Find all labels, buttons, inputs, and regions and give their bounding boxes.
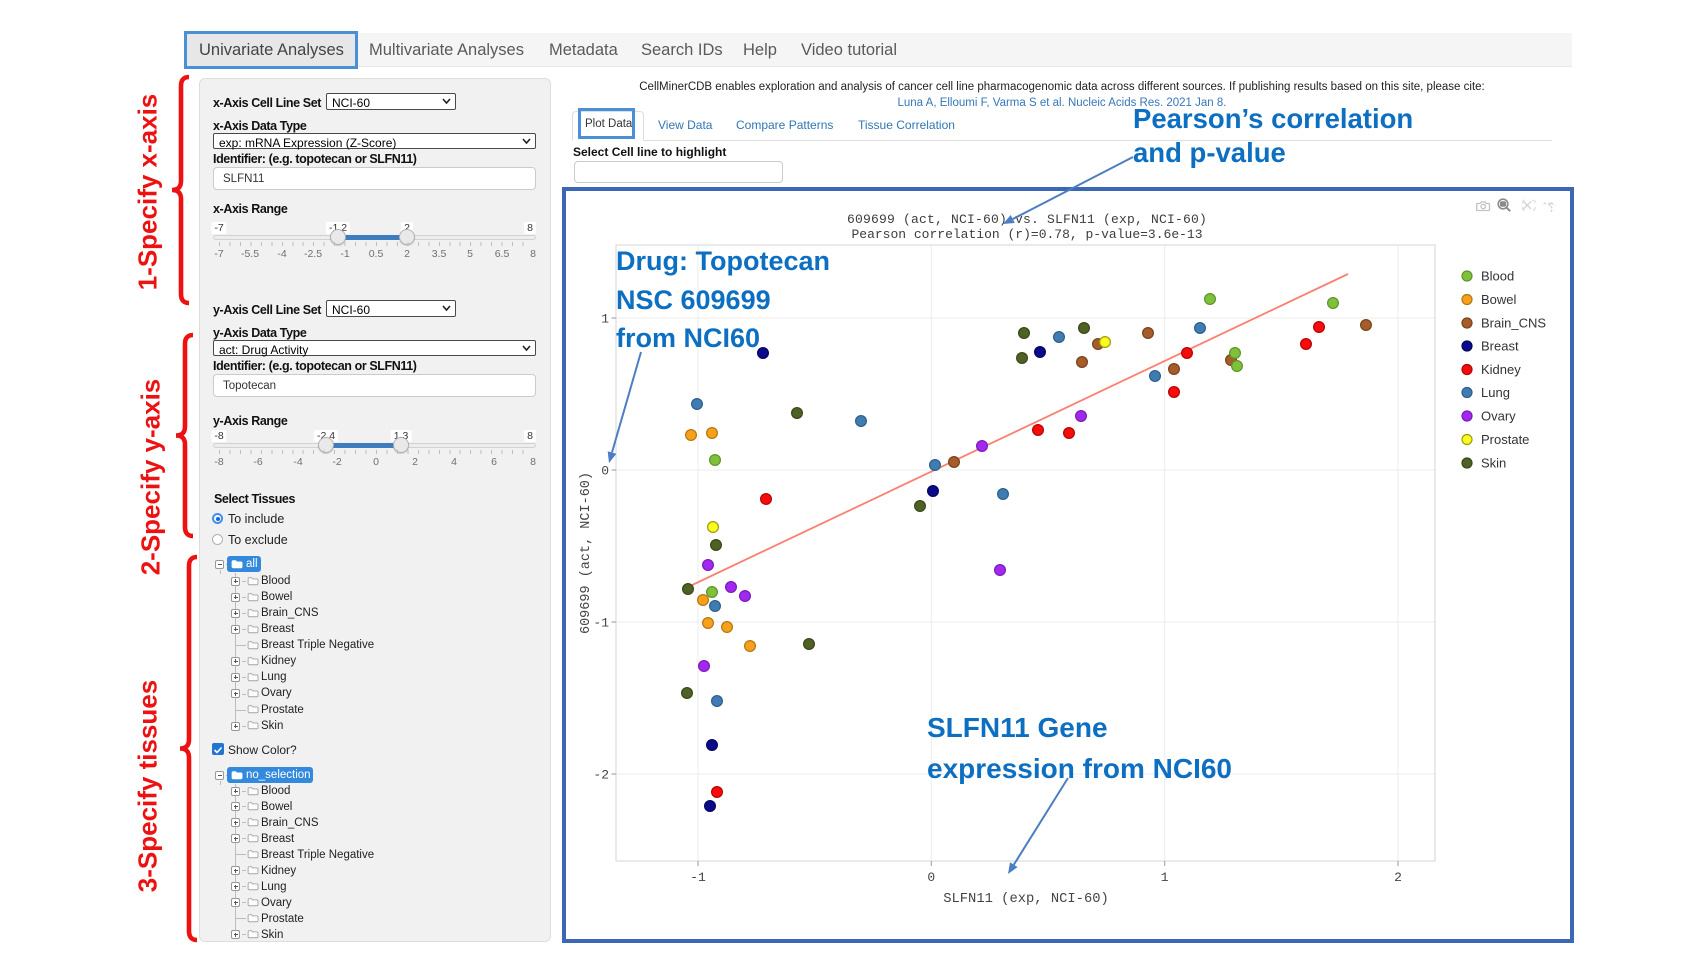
svg-text:Skin: Skin — [1481, 456, 1506, 471]
svg-text:Breast: Breast — [1481, 339, 1519, 354]
svg-text:0: 0 — [927, 870, 935, 885]
svg-text:Bowel: Bowel — [1481, 292, 1517, 307]
svg-text:Pearson correlation (r)=0.78,: Pearson correlation (r)=0.78, p-value=3.… — [851, 227, 1202, 242]
svg-text:609699 (act, NCI-60) vs. SLFN1: 609699 (act, NCI-60) vs. SLFN11 (exp, NC… — [847, 212, 1207, 227]
svg-text:-1: -1 — [593, 616, 609, 631]
svg-text:Ovary: Ovary — [1481, 409, 1516, 424]
svg-text:Brain_CNS: Brain_CNS — [1481, 316, 1546, 331]
svg-text:1: 1 — [1161, 870, 1169, 885]
svg-text:2: 2 — [1394, 870, 1402, 885]
svg-text:Blood: Blood — [1481, 269, 1514, 284]
svg-text:Prostate: Prostate — [1481, 432, 1529, 447]
svg-text:Lung: Lung — [1481, 385, 1510, 400]
svg-text:1: 1 — [601, 312, 609, 327]
svg-text:-1: -1 — [690, 870, 706, 885]
svg-text:0: 0 — [601, 464, 609, 479]
svg-text:SLFN11 (exp, NCI-60): SLFN11 (exp, NCI-60) — [943, 891, 1109, 907]
svg-text:-2: -2 — [593, 768, 609, 783]
svg-text:Kidney: Kidney — [1481, 362, 1521, 377]
svg-text:609699 (act, NCI-60): 609699 (act, NCI-60) — [579, 472, 594, 634]
